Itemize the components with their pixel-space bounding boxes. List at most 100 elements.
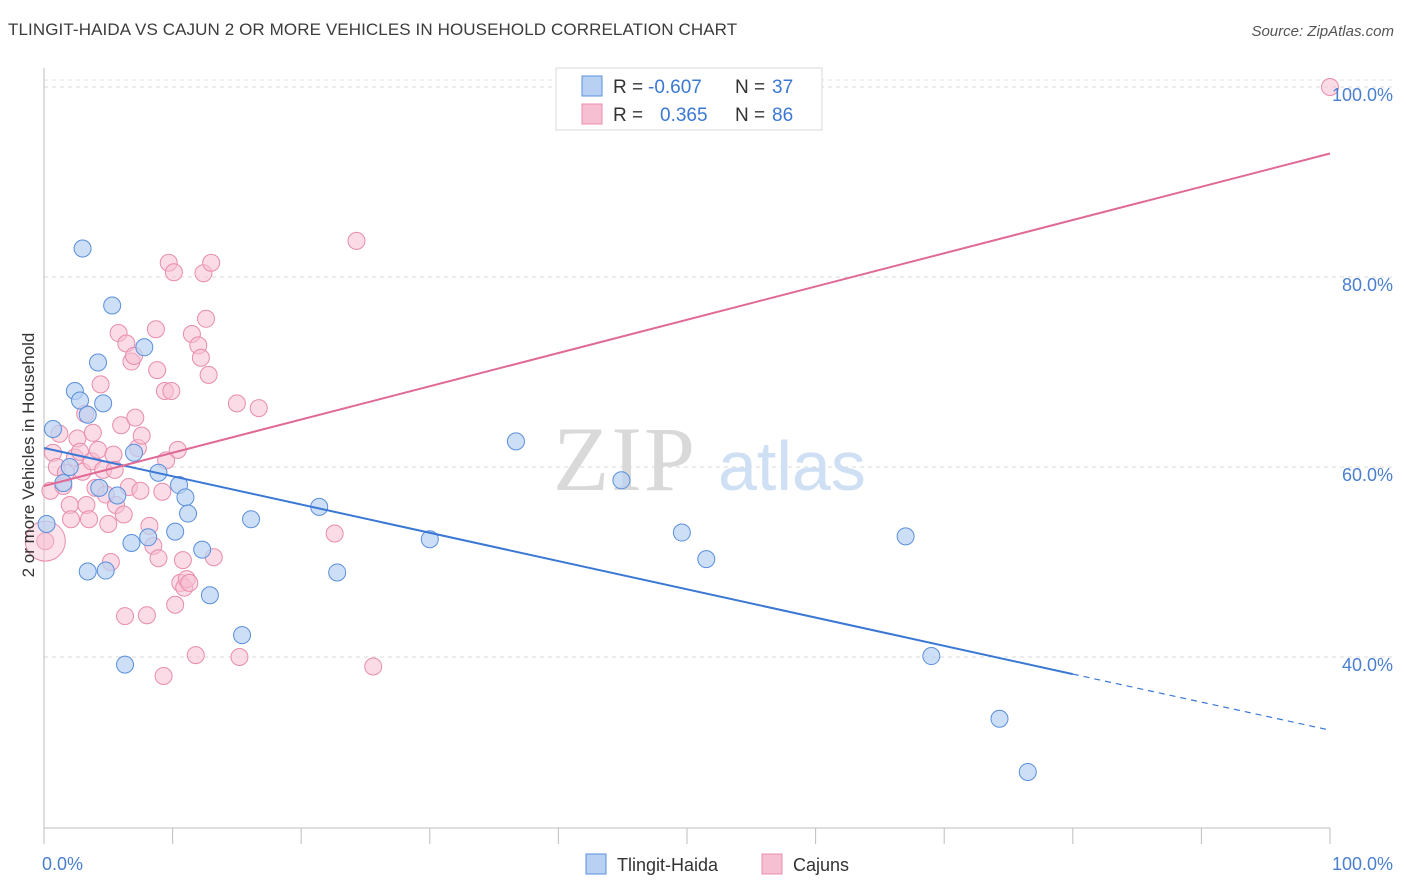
- cajuns-point: [146, 320, 165, 339]
- legend-n-value-2: 86: [772, 105, 793, 126]
- cajuns-point: [1321, 78, 1339, 96]
- bottom-legend: Tlingit-Haida Cajuns: [585, 853, 849, 875]
- cajuns-point: [91, 375, 110, 394]
- tlingit-haida-point: [139, 528, 158, 547]
- watermark: ZIP atlas: [553, 408, 866, 510]
- tlingit-haida-point: [96, 561, 115, 580]
- trend-lines: [43, 152, 1331, 731]
- x-tick-labels: 0.0% 100.0%: [42, 854, 1393, 874]
- bottom-legend-cajuns: Cajuns: [793, 855, 849, 875]
- tlingit-haida-point: [125, 443, 144, 462]
- cajuns-point: [186, 646, 205, 665]
- x-tick-label: 100.0%: [1332, 854, 1393, 874]
- cajuns-point: [80, 510, 99, 529]
- tlingit-haida-point: [116, 655, 135, 674]
- bottom-legend-tlingit: Tlingit-Haida: [617, 855, 719, 875]
- cajuns-point: [180, 573, 199, 592]
- legend-n-label-2: N =: [735, 105, 765, 126]
- tlingit-haida-point: [506, 432, 525, 451]
- tlingit-haida-point: [612, 471, 631, 490]
- tlingit-haida-point: [697, 550, 716, 569]
- cajuns-point: [197, 309, 216, 328]
- watermark-atlas: atlas: [718, 427, 866, 505]
- tlingit-haida-trend-line: [43, 447, 1074, 676]
- watermark-zip: ZIP: [553, 408, 697, 510]
- cajuns-points: [24, 78, 1339, 685]
- legend-r-value-2: 0.365: [660, 105, 708, 126]
- cajuns-point: [164, 263, 183, 282]
- cajuns-point: [116, 607, 135, 626]
- tlingit-haida-point: [94, 394, 113, 413]
- grid-lines: [44, 79, 1394, 658]
- cajuns-point: [126, 408, 145, 427]
- tlingit-haida-point: [108, 486, 127, 505]
- cajuns-point: [249, 399, 268, 418]
- cajuns-point: [104, 445, 123, 464]
- tlingit-haida-point: [89, 353, 108, 372]
- cajuns-point: [191, 348, 210, 367]
- y-tick-label: 60.0%: [1342, 465, 1393, 485]
- tlingit-haida-point: [71, 391, 90, 410]
- tlingit-haida-point: [233, 626, 252, 645]
- cajuns-point: [325, 524, 344, 543]
- bottom-legend-pink-swatch: [761, 853, 783, 875]
- x-tick-label: 0.0%: [42, 854, 83, 874]
- tlingit-haida-points: [37, 239, 1037, 781]
- cajuns-point: [83, 423, 102, 442]
- tlingit-haida-point: [200, 586, 219, 605]
- tlingit-haida-point: [179, 504, 198, 523]
- cajuns-point: [132, 426, 151, 445]
- legend-blue-swatch: [581, 75, 603, 97]
- legend-r-value-1: -0.607: [648, 77, 702, 98]
- tlingit-haida-point: [1018, 762, 1037, 781]
- tlingit-haida-point: [103, 296, 122, 315]
- cajuns-point: [154, 667, 173, 685]
- cajuns-point: [99, 515, 118, 533]
- cajuns-point: [137, 606, 156, 625]
- legend-n-value-1: 37: [772, 77, 793, 98]
- cajuns-point: [230, 648, 249, 666]
- cajuns-point: [131, 481, 150, 500]
- chart-title: TLINGIT-HAIDA VS CAJUN 2 OR MORE VEHICLE…: [8, 20, 738, 39]
- tlingit-haida-point: [990, 709, 1009, 728]
- tlingit-haida-point: [122, 534, 141, 552]
- cajuns-point: [114, 505, 133, 524]
- cajuns-point: [173, 551, 192, 570]
- tlingit-haida-point: [896, 527, 915, 546]
- y-tick-label: 40.0%: [1342, 655, 1393, 675]
- cajuns-point: [148, 361, 167, 380]
- legend-r-label-1: R =: [613, 77, 643, 98]
- bottom-legend-blue-swatch: [585, 853, 607, 875]
- legend-n-label-1: N =: [735, 77, 765, 98]
- source-label: Source: ZipAtlas.com: [1251, 23, 1394, 40]
- cajuns-point: [162, 382, 181, 400]
- tlingit-haida-point: [73, 239, 92, 258]
- cajuns-point: [199, 365, 218, 384]
- y-tick-label: 100.0%: [1332, 85, 1393, 105]
- cajuns-point: [202, 253, 221, 272]
- tlingit-haida-point: [44, 420, 63, 438]
- tlingit-haida-point: [78, 562, 97, 581]
- cajuns-point: [89, 440, 108, 459]
- tlingit-haida-point: [328, 563, 347, 582]
- tlingit-haida-point: [176, 488, 195, 507]
- y-axis-label: 2 or more Vehicles in Household: [19, 333, 38, 578]
- cajuns-point: [166, 595, 185, 614]
- tlingit-haida-point: [922, 647, 941, 666]
- tlingit-haida-point: [90, 478, 109, 497]
- top-legend: R = -0.607 N = 37 R = 0.365 N = 86: [555, 67, 823, 131]
- tlingit-haida-point: [37, 515, 56, 533]
- tlingit-haida-point: [135, 338, 154, 357]
- cajuns-point: [62, 510, 81, 529]
- tlingit-haida-point: [166, 522, 185, 541]
- tlingit-haida-trend-extension: [1072, 673, 1331, 731]
- legend-pink-swatch: [581, 103, 603, 125]
- cajuns-point: [364, 657, 383, 676]
- tlingit-haida-point: [60, 458, 79, 476]
- y-tick-labels: 40.0% 60.0% 80.0% 100.0%: [1332, 85, 1393, 675]
- tlingit-haida-point: [193, 540, 212, 559]
- tlingit-haida-point: [78, 405, 97, 424]
- y-tick-label: 80.0%: [1342, 275, 1393, 295]
- cajuns-point: [153, 482, 172, 501]
